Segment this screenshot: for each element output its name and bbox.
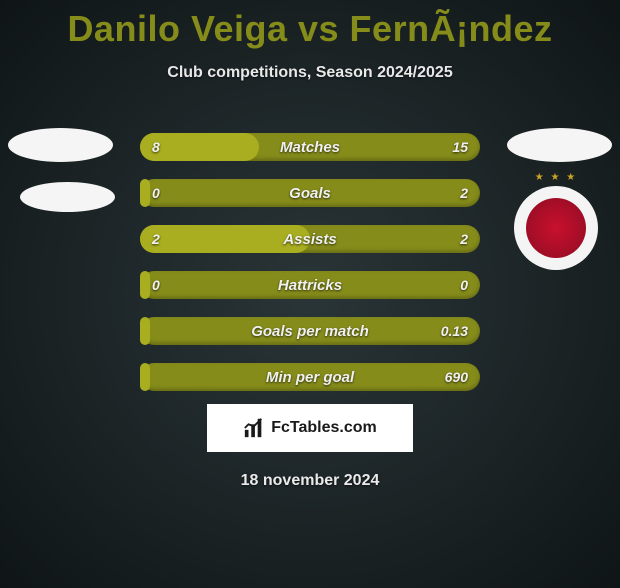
stat-bar: 2Assists2: [140, 225, 480, 253]
stat-right-value: 0: [460, 271, 468, 299]
stat-right-value: 0.13: [441, 317, 468, 345]
stat-label: Goals: [140, 179, 480, 207]
stat-label: Min per goal: [140, 363, 480, 391]
chart-icon: [243, 417, 265, 439]
subtitle: Club competitions, Season 2024/2025: [0, 64, 620, 82]
avatar-placeholder: [8, 128, 113, 162]
stat-bar-fill: [140, 271, 150, 299]
stat-bar-fill: [140, 317, 150, 345]
crest-shield-icon: [526, 198, 586, 258]
club-crest-placeholder: [20, 182, 115, 212]
stat-left-value: 8: [152, 133, 160, 161]
stat-bar: Goals per match0.13: [140, 317, 480, 345]
stat-bar: Min per goal690: [140, 363, 480, 391]
avatar-placeholder: [507, 128, 612, 162]
brand-box: FcTables.com: [207, 404, 413, 452]
date-text: 18 november 2024: [0, 472, 620, 490]
stat-label: Goals per match: [140, 317, 480, 345]
left-avatar-group: [8, 128, 115, 232]
stat-bar: 0Goals2: [140, 179, 480, 207]
stat-right-value: 2: [460, 225, 468, 253]
stat-bar: 8Matches15: [140, 133, 480, 161]
stat-right-value: 2: [460, 179, 468, 207]
stat-bar-fill: [140, 363, 150, 391]
stat-label: Hattricks: [140, 271, 480, 299]
stat-bar-fill: [140, 179, 150, 207]
stat-bar-fill: [140, 225, 310, 253]
stat-left-value: 0: [152, 179, 160, 207]
stat-left-value: 0: [152, 271, 160, 299]
page-title: Danilo Veiga vs FernÃ¡ndez: [0, 8, 620, 50]
stat-bar: 0Hattricks0: [140, 271, 480, 299]
brand-text: FcTables.com: [271, 419, 377, 437]
stat-right-value: 690: [445, 363, 468, 391]
club-crest: ★ ★ ★: [514, 186, 598, 270]
stat-left-value: 2: [152, 225, 160, 253]
crest-stars-icon: ★ ★ ★: [514, 172, 598, 183]
stat-right-value: 15: [452, 133, 468, 161]
comparison-bars: 8Matches150Goals22Assists20Hattricks0Goa…: [140, 133, 480, 409]
